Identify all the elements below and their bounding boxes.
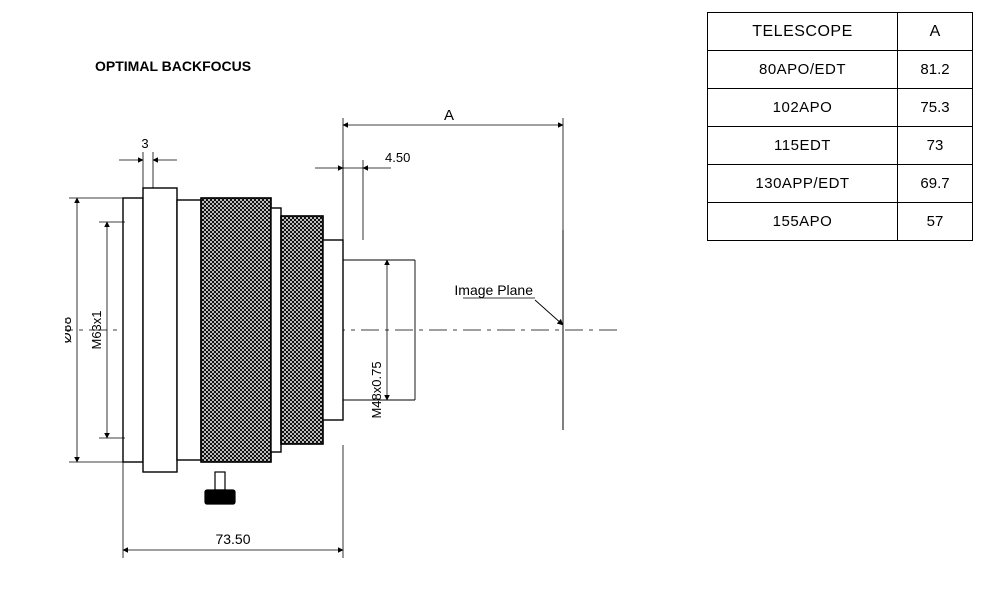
table-row: 155APO 57 bbox=[708, 203, 973, 241]
technical-drawing: A 4.50 3 73.50 Ø88 M63x1 M48x0.75 Image … bbox=[65, 90, 635, 580]
cell-telescope: 102APO bbox=[708, 89, 898, 127]
cell-a: 69.7 bbox=[898, 165, 973, 203]
image-plane-label: Image Plane bbox=[454, 282, 533, 298]
table-row: 115EDT 73 bbox=[708, 127, 973, 165]
table-row: 80APO/EDT 81.2 bbox=[708, 51, 973, 89]
dim-A-label: A bbox=[444, 107, 454, 124]
reducer-body bbox=[123, 188, 343, 472]
cell-telescope: 115EDT bbox=[708, 127, 898, 165]
table-header-row: TELESCOPE A bbox=[708, 13, 973, 51]
backfocus-table: TELESCOPE A 80APO/EDT 81.2 102APO 75.3 1… bbox=[707, 12, 973, 241]
page-title: OPTIMAL BACKFOCUS bbox=[95, 58, 251, 74]
cell-a: 75.3 bbox=[898, 89, 973, 127]
image-plane-pointer bbox=[535, 300, 563, 325]
diameter-88: Ø88 bbox=[65, 317, 74, 344]
cell-telescope: 80APO/EDT bbox=[708, 51, 898, 89]
table-row: 130APP/EDT 69.7 bbox=[708, 165, 973, 203]
dim-4-50: 4.50 bbox=[385, 150, 410, 165]
cell-telescope: 155APO bbox=[708, 203, 898, 241]
thread-m48: M48x0.75 bbox=[369, 361, 384, 418]
header-a: A bbox=[898, 13, 973, 51]
header-telescope: TELESCOPE bbox=[708, 13, 898, 51]
cell-a: 73 bbox=[898, 127, 973, 165]
dim-3: 3 bbox=[141, 136, 148, 151]
thread-m63: M63x1 bbox=[89, 310, 104, 349]
thumbscrew bbox=[205, 472, 235, 504]
cell-telescope: 130APP/EDT bbox=[708, 165, 898, 203]
cell-a: 81.2 bbox=[898, 51, 973, 89]
cell-a: 57 bbox=[898, 203, 973, 241]
dim-73-50: 73.50 bbox=[215, 531, 250, 547]
table-row: 102APO 75.3 bbox=[708, 89, 973, 127]
